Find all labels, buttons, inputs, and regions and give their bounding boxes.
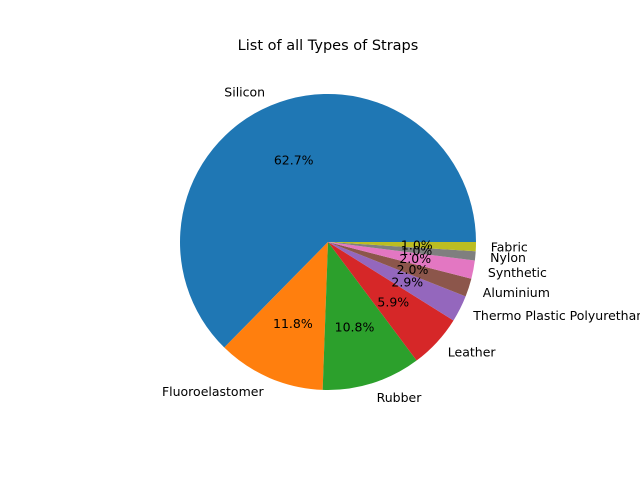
pct-label-synthetic: 2.0%: [399, 251, 431, 266]
slice-label-aluminium: Aluminium: [483, 285, 550, 300]
chart-title: List of all Types of Straps: [238, 38, 419, 54]
slice-label-fabric: Fabric: [491, 240, 528, 255]
slice-fabric: [328, 242, 476, 252]
slice-synthetic: [328, 242, 475, 279]
slice-label-nylon: Nylon: [490, 250, 526, 265]
slice-label-fluoroelastomer: Fluoroelastomer: [162, 384, 264, 399]
pct-label-fabric: 1.0%: [401, 237, 433, 252]
slice-fluoroelastomer: [224, 242, 328, 390]
slice-nylon: [328, 242, 476, 261]
slice-label-synthetic: Synthetic: [488, 265, 547, 280]
pct-label-aluminium: 2.0%: [397, 262, 429, 277]
pct-label-nylon: 1.0%: [401, 243, 433, 258]
labels-group: Silicon 62.7% Fluoroelastomer 11.8% Rubber 10…: [162, 84, 640, 405]
pct-label-leather: 5.9%: [377, 295, 409, 310]
slice-aluminium: [328, 242, 472, 297]
slice-thermo-plastic-polyurethane: [328, 242, 466, 321]
slice-label-rubber: Rubber: [377, 390, 423, 405]
slice-label-leather: Leather: [448, 345, 497, 360]
pct-label-rubber: 10.8%: [335, 319, 375, 334]
slice-leather: [328, 242, 454, 361]
pct-label-fluoroelastomer: 11.8%: [273, 316, 313, 331]
pct-label-silicon: 62.7%: [274, 153, 314, 168]
slice-rubber: [322, 242, 417, 390]
slice-label-silicon: Silicon: [224, 84, 265, 99]
slice-label-thermo-plastic-polyurethane: Thermo Plastic Polyurethane: [472, 308, 640, 323]
pct-label-thermo-plastic-polyurethane: 2.9%: [391, 275, 423, 290]
slice-silicon: [179, 93, 476, 348]
slices-group: [179, 93, 476, 390]
